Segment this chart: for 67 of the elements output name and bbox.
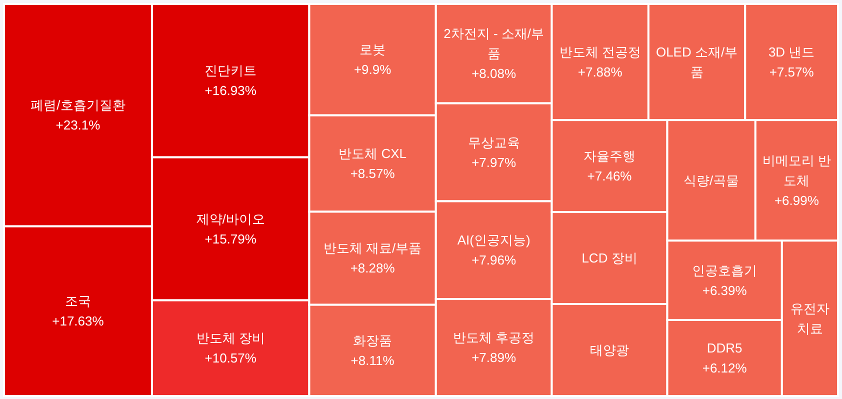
data-label: +7.57% [769, 64, 814, 80]
category-label: 유전자치료 [790, 300, 830, 336]
data-label: +7.96% [472, 252, 516, 268]
cell: 반도체 장비 +10.57% [150, 299, 310, 397]
category-label: 비메모리 반도체 [762, 152, 832, 188]
data-label: +6.12% [702, 360, 748, 376]
category-label: OLED 소재/부품 [656, 44, 738, 80]
data-label: +16.93% [204, 83, 257, 98]
data-label: +17.63% [52, 314, 104, 329]
category-label: 2차전지 - 소재/부품 [444, 26, 544, 62]
cell: LCD 장비 [550, 211, 668, 306]
category-label: 제약/바이오 [196, 211, 265, 226]
cell: AI(인공지능) +7.96% [434, 200, 553, 300]
cell: 화장품 +8.11% [308, 304, 437, 397]
data-label: +15.79% [204, 231, 257, 246]
category-label: DDR5 [706, 340, 742, 356]
cell: 식량/곡물 [666, 119, 756, 242]
cell: 2차전지 - 소재/부품 +8.08% [434, 3, 553, 104]
category-label: LCD 장비 [582, 250, 638, 266]
category-label: 반도체 후공정 [453, 330, 535, 346]
data-label: +9.9% [354, 62, 392, 78]
cell: 무상교육 +7.97% [434, 102, 553, 202]
cell: 반도체 재료/부품 +8.28% [308, 210, 437, 306]
category-label: 진단키트 [204, 63, 257, 78]
category-label: 인공호흡기 [692, 262, 758, 278]
cell: 로봇 +9.9% [308, 3, 437, 116]
data-label: +8.11% [350, 352, 395, 368]
category-label: 3D 낸드 [768, 44, 815, 60]
cell: 인공호흡기 +6.39% [666, 240, 783, 321]
data-label: +8.57% [350, 166, 396, 182]
cell: 진단키트 +16.93% [150, 3, 310, 158]
data-label: +6.99% [774, 192, 820, 208]
category-label: 태양광 [590, 342, 630, 358]
cell: 비메모리 반도체 +6.99% [754, 119, 839, 242]
cell: 3D 낸드 +7.57% [744, 3, 839, 122]
cell: 반도체 후공정 +7.89% [434, 298, 553, 397]
cell: 반도체 전공정 +7.88% [550, 3, 650, 122]
cell: DDR5 +6.12% [666, 318, 783, 397]
category-label: 자율주행 [584, 148, 636, 164]
cell: 폐렴/호흡기질환 +23.1% [3, 3, 153, 228]
data-label: +7.97% [472, 154, 516, 170]
data-label: +23.1% [56, 118, 101, 133]
category-label: 반도체 장비 [196, 330, 265, 346]
cell: 조국 +17.63% [3, 225, 153, 397]
cell: OLED 소재/부품 [647, 3, 746, 122]
category-label: AI(인공지능) [457, 232, 530, 248]
category-label: 로봇 [360, 42, 386, 58]
category-label: 화장품 [353, 332, 392, 348]
cell: 제약/바이오 +15.79% [150, 156, 310, 302]
category-label: 조국 [64, 294, 91, 309]
category-label: 폐렴/호흡기질환 [30, 98, 126, 113]
data-label: +8.28% [350, 260, 396, 276]
category-label: 반도체 전공정 [559, 44, 641, 60]
category-label: 식량/곡물 [684, 172, 740, 188]
data-label: +6.39% [702, 282, 748, 298]
data-label: +7.88% [578, 64, 623, 80]
data-label: +7.89% [472, 350, 516, 366]
cell: 태양광 [550, 303, 668, 397]
cell: 반도체 CXL +8.57% [308, 114, 437, 213]
category-label: 무상교육 [468, 134, 520, 150]
cell: 유전자치료 [780, 240, 839, 397]
category-label: 반도체 재료/부품 [323, 240, 422, 256]
data-label: +8.08% [472, 66, 516, 82]
data-label: +10.57% [204, 350, 257, 366]
category-label: 반도체 CXL [338, 146, 407, 162]
cell: 자율주행 +7.46% [550, 119, 668, 214]
data-label: +7.46% [587, 168, 632, 184]
